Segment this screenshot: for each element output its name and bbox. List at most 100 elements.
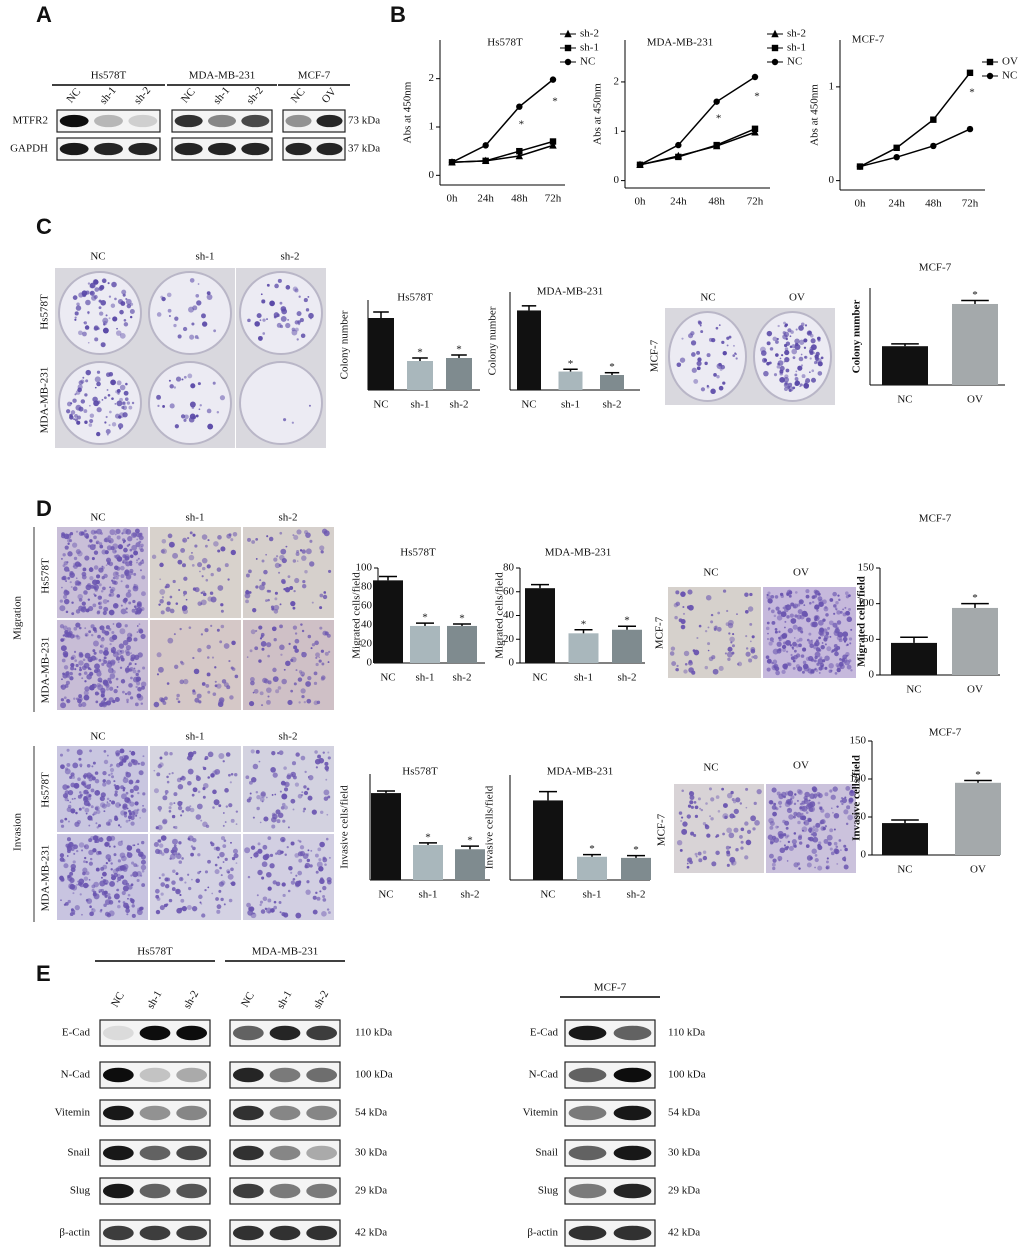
cell — [204, 628, 209, 633]
cell — [164, 696, 168, 701]
cell — [733, 827, 739, 833]
cell — [88, 567, 94, 573]
cell — [803, 382, 810, 389]
section-label: Migration — [12, 596, 24, 640]
cell — [155, 826, 159, 830]
y-tick-label: 0 — [829, 174, 835, 186]
cell — [686, 605, 691, 609]
cell — [261, 704, 264, 707]
cell — [100, 792, 106, 798]
cell — [87, 815, 93, 821]
cell — [201, 913, 206, 918]
cell — [205, 684, 210, 688]
band — [568, 1067, 607, 1083]
cell — [696, 350, 701, 355]
cell — [210, 572, 214, 577]
cell — [261, 876, 265, 880]
cell — [833, 644, 838, 648]
photo — [243, 834, 334, 920]
cell — [320, 649, 324, 653]
cell — [157, 839, 162, 843]
band — [174, 114, 203, 128]
cell — [75, 390, 81, 395]
cell — [72, 565, 75, 568]
cell — [81, 601, 86, 606]
cell — [800, 353, 803, 356]
cell — [96, 671, 102, 677]
cell — [88, 878, 91, 881]
cell — [168, 898, 173, 903]
cell — [187, 780, 192, 786]
cell — [830, 650, 834, 654]
cell — [169, 403, 175, 409]
cell — [807, 837, 812, 841]
cell — [72, 892, 75, 895]
row-label: β-actin — [527, 1227, 558, 1239]
cell — [303, 790, 309, 796]
cell — [153, 841, 159, 848]
cell — [94, 805, 100, 811]
cell — [123, 322, 129, 327]
cell — [299, 318, 304, 323]
cell — [172, 579, 176, 584]
cell — [324, 651, 329, 656]
cell — [265, 796, 268, 799]
cell — [227, 873, 234, 880]
cell — [327, 751, 330, 754]
cell — [735, 797, 741, 803]
cell — [769, 347, 774, 351]
cell — [197, 601, 203, 606]
cell — [127, 589, 131, 593]
cell — [301, 584, 307, 589]
cell — [166, 292, 172, 298]
cell — [105, 687, 110, 691]
cell — [113, 780, 116, 783]
cell — [178, 860, 183, 864]
cell — [252, 816, 255, 819]
cell — [850, 669, 853, 672]
cell — [670, 646, 676, 651]
cell — [783, 386, 789, 392]
cell — [694, 805, 699, 810]
cell — [214, 680, 217, 683]
cell — [721, 787, 725, 791]
cell — [191, 322, 195, 326]
cell — [128, 543, 131, 546]
cell — [113, 554, 117, 558]
cell — [839, 800, 843, 803]
cell — [783, 321, 786, 325]
cell — [824, 812, 831, 819]
column-label: sh-1 — [196, 251, 215, 263]
cell — [124, 667, 130, 673]
cell — [160, 697, 165, 703]
cell — [825, 613, 829, 617]
cell — [222, 760, 225, 763]
cell — [136, 601, 142, 607]
bar — [568, 633, 599, 663]
cell — [91, 908, 94, 911]
cell — [180, 547, 186, 553]
cell — [181, 662, 185, 666]
cell — [745, 806, 748, 809]
cell — [94, 790, 101, 796]
cell — [125, 382, 128, 386]
y-axis-label: Colony number — [851, 300, 863, 374]
cell — [822, 618, 826, 622]
cell — [90, 529, 96, 535]
cell — [262, 318, 266, 322]
cell — [97, 677, 103, 683]
y-tick-label: 0 — [429, 169, 435, 181]
cell — [125, 651, 131, 657]
cell — [250, 856, 253, 859]
cell — [111, 397, 114, 400]
cell — [823, 634, 829, 640]
cell — [303, 785, 307, 789]
cell — [773, 373, 778, 377]
band — [128, 142, 158, 156]
cell — [131, 913, 136, 918]
cell — [282, 893, 286, 898]
cell — [294, 577, 300, 584]
cell — [83, 605, 86, 609]
cell — [798, 356, 804, 362]
cell — [278, 900, 282, 904]
